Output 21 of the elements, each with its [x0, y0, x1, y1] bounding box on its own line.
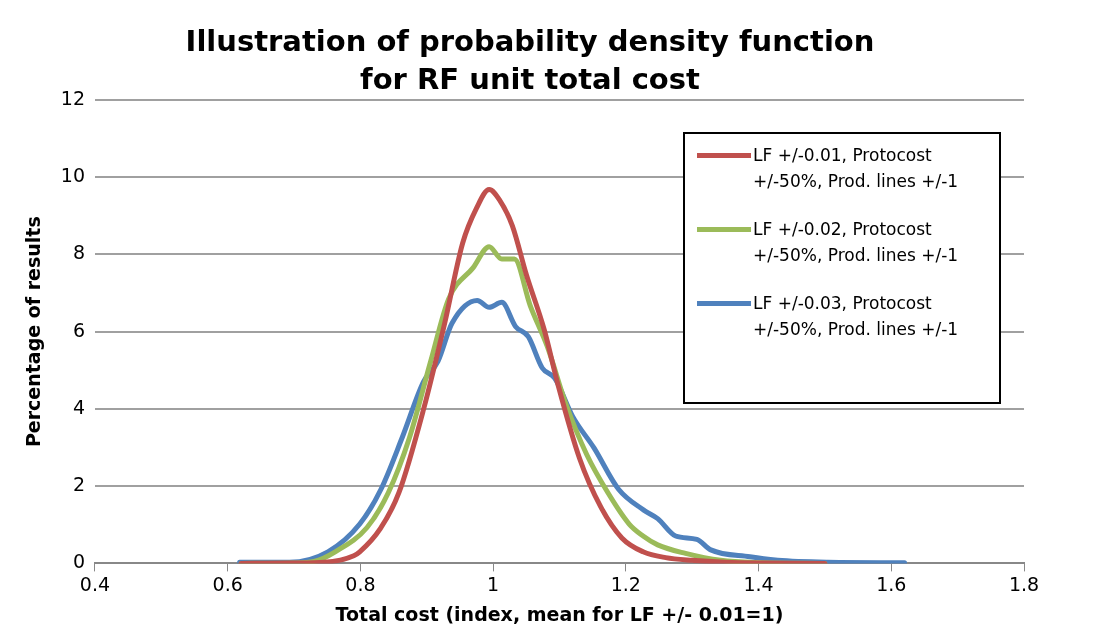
y-tick-label: 10 [60, 164, 85, 187]
y-tick-label: 0 [72, 550, 85, 573]
legend-label: LF +/-0.02, Protocost +/-50%, Prod. lines +/-1 [753, 218, 960, 267]
legend-label: LF +/-0.03, Protocost +/-50%, Prod. lines +/-1 [753, 292, 960, 341]
y-tick-label: 12 [60, 86, 85, 109]
y-tick-label: 6 [72, 318, 85, 341]
y-tick-label: 4 [72, 395, 85, 418]
chart-title: Illustration of probability density function for RF unit total cost [184, 23, 876, 98]
x-tick-label: 1.8 [1008, 572, 1040, 595]
x-tick-label: 0.8 [345, 572, 376, 595]
x-axis-title: Total cost (index, mean for LF +/- 0.01=1) [335, 602, 784, 625]
x-tick-label: 1.2 [610, 572, 641, 595]
x-tick-label: 1 [487, 572, 500, 595]
x-tick-label: 1.4 [743, 572, 774, 595]
y-tick-label: 2 [72, 473, 85, 496]
y-axis-title: Percentage of results [22, 216, 45, 448]
x-tick-label: 0.6 [212, 572, 243, 595]
y-tick-label: 8 [72, 241, 85, 264]
x-tick-label: 0.4 [79, 572, 111, 595]
legend-label: LF +/-0.01, Protocost +/-50%, Prod. lines +/-1 [753, 144, 960, 193]
x-tick-label: 1.6 [876, 572, 907, 595]
